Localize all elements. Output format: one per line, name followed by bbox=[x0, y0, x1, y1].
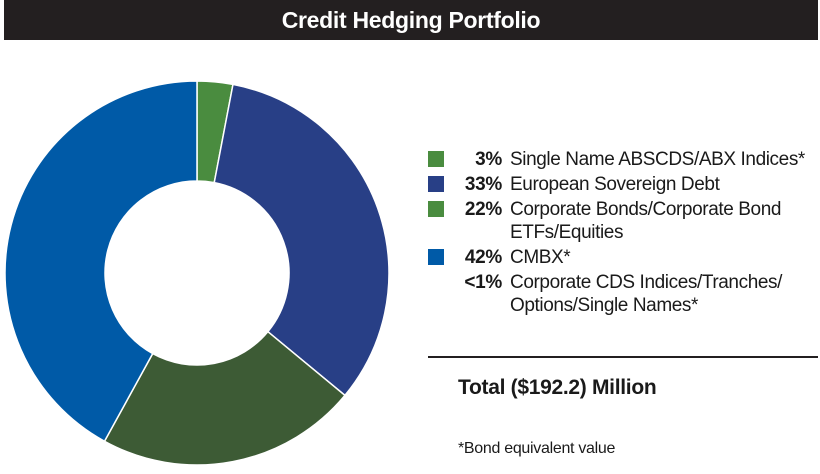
total-value: Total ($192.2) Million bbox=[458, 376, 657, 399]
chart-legend: 3% Single Name ABSCDS/ABX Indices* 33% Euro… bbox=[428, 148, 820, 319]
legend-percent: 22% bbox=[464, 199, 502, 220]
legend-item: 42% CMBX* bbox=[428, 246, 820, 269]
legend-label-line: CMBX* bbox=[510, 247, 571, 268]
legend-percent: 42% bbox=[464, 247, 502, 268]
legend-percent: <1% bbox=[464, 272, 502, 293]
legend-label: CMBX* bbox=[510, 246, 820, 269]
legend-label: Corporate Bonds/Corporate Bond ETFs/Equit… bbox=[510, 198, 820, 244]
legend-swatch bbox=[428, 274, 444, 290]
legend-label: Corporate CDS Indices/Tranches/Options/S… bbox=[510, 271, 820, 317]
legend-swatch bbox=[428, 176, 444, 192]
legend-swatch bbox=[428, 151, 444, 167]
legend-item: 33% European Sovereign Debt bbox=[428, 173, 820, 196]
legend-label: European Sovereign Debt bbox=[510, 173, 820, 196]
legend-label: Single Name ABSCDS/ABX Indices* bbox=[510, 148, 820, 171]
legend-label-line: Options/Single Names* bbox=[510, 295, 699, 316]
legend-item: 22% Corporate Bonds/Corporate Bond ETFs/Eq… bbox=[428, 198, 820, 244]
divider-line bbox=[428, 356, 818, 358]
chart-title: Credit Hedging Portfolio bbox=[281, 6, 541, 33]
legend-label-line: Corporate CDS Indices/Tranches/ bbox=[510, 272, 783, 293]
legend-item: <1% Corporate CDS Indices/Tranches/Option… bbox=[428, 271, 820, 317]
legend-label-line: ETFs/Equities bbox=[510, 222, 624, 243]
legend-item: 3% Single Name ABSCDS/ABX Indices* bbox=[428, 148, 820, 171]
legend-percent: 3% bbox=[475, 149, 502, 170]
donut-slice-1 bbox=[213, 83, 390, 397]
legend-swatch bbox=[428, 201, 444, 217]
donut-slice-3 bbox=[4, 80, 198, 443]
legend-percent: 33% bbox=[464, 174, 502, 195]
legend-label-line: European Sovereign Debt bbox=[510, 174, 720, 195]
legend-label-line: Corporate Bonds/Corporate Bond bbox=[510, 199, 782, 220]
legend-swatch bbox=[428, 249, 444, 265]
chart-title-bar: Credit Hedging Portfolio bbox=[4, 0, 818, 40]
legend-label-line: Single Name ABSCDS/ABX Indices* bbox=[510, 149, 805, 170]
donut-slice-2 bbox=[103, 330, 346, 466]
footnote: *Bond equivalent value bbox=[458, 440, 616, 457]
donut-chart bbox=[4, 80, 390, 466]
